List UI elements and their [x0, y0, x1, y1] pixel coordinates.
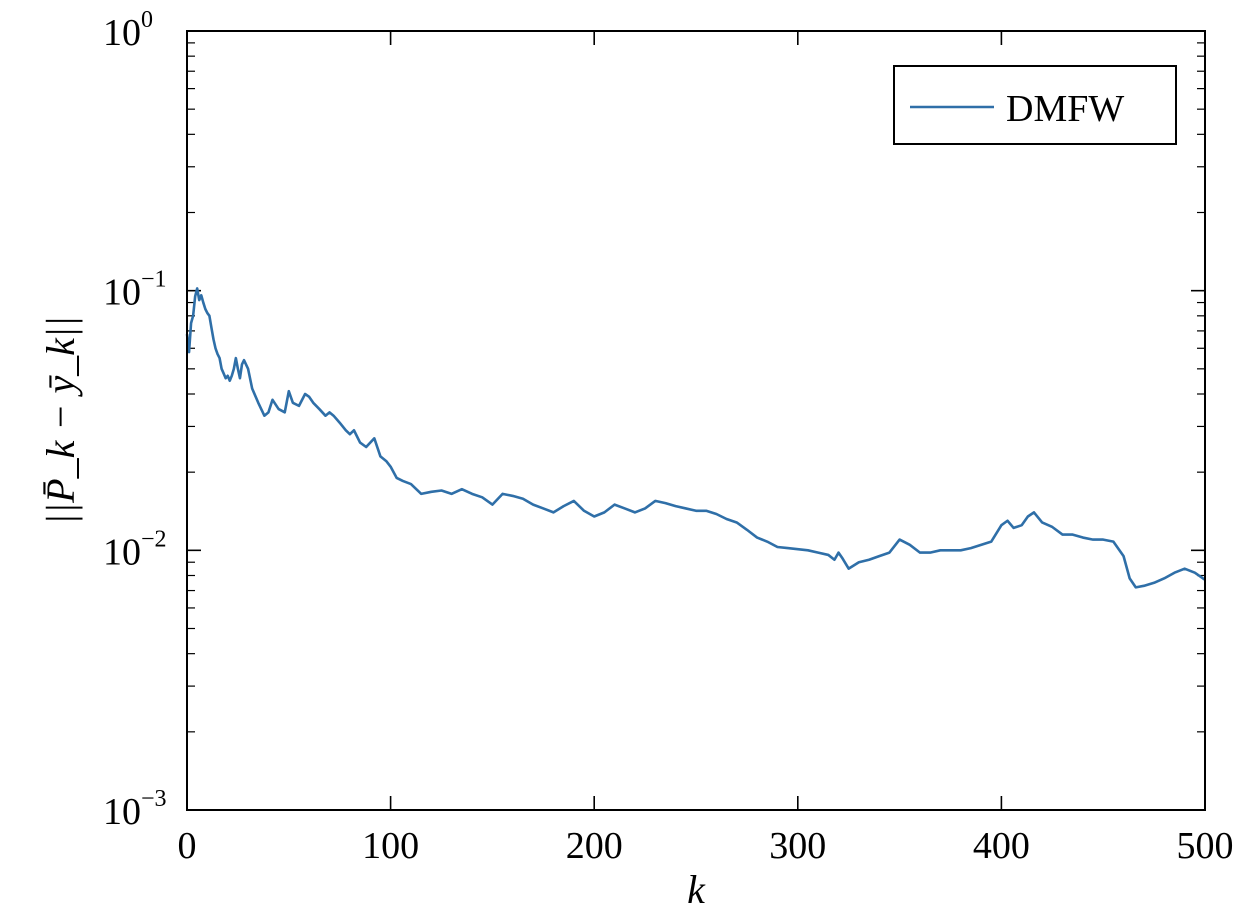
- y-tick-label: 10−1: [103, 267, 167, 314]
- x-tick-label: 100: [362, 825, 419, 867]
- legend: DMFW: [893, 65, 1177, 145]
- plot-frame: [186, 30, 1206, 811]
- legend-label-dmfw: DMFW: [1006, 88, 1124, 130]
- y-tick-label: 10−2: [103, 526, 167, 573]
- x-axis-title: k: [687, 867, 706, 912]
- tick-labels: 0 100 200 300 400 500 100 10−1 10−2 10−3: [103, 7, 1234, 867]
- y-tick-label: 10−3: [103, 786, 167, 833]
- y-axis-title: ||P̄_k − ȳ_k||: [38, 316, 83, 525]
- x-tick-label: 400: [973, 825, 1030, 867]
- x-tick-label: 300: [769, 825, 826, 867]
- x-tick-label: 500: [1177, 825, 1234, 867]
- axis-ticks: [186, 30, 1206, 811]
- legend-box: [893, 65, 1177, 145]
- series-line-dmfw: [185, 287, 1206, 589]
- x-tick-label: 200: [566, 825, 623, 867]
- y-tick-label: 100: [103, 7, 153, 54]
- x-tick-label: 0: [178, 825, 197, 867]
